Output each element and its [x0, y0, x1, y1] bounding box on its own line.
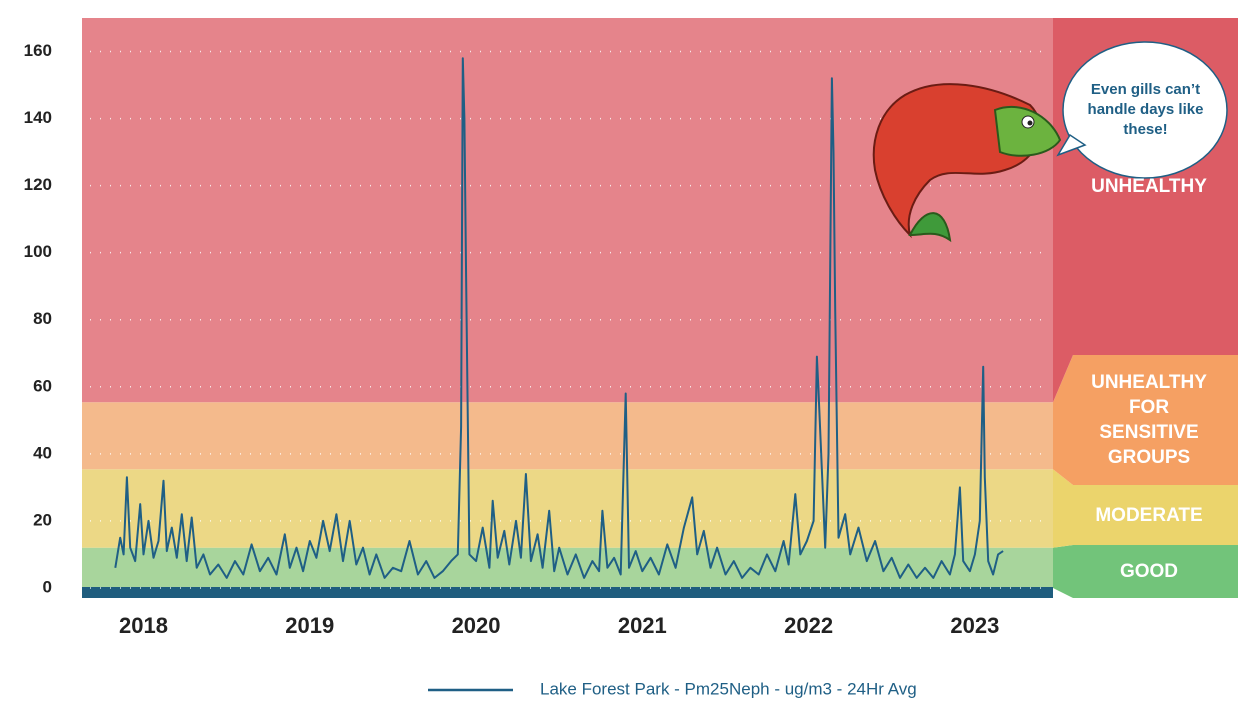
- x-tick-label: 2018: [119, 613, 168, 638]
- x-tick-label: 2021: [618, 613, 667, 638]
- band-label: MODERATE: [1095, 504, 1203, 526]
- y-tick-label: 40: [33, 443, 52, 462]
- y-tick-label: 20: [33, 510, 52, 529]
- y-tick-label: 100: [24, 242, 52, 261]
- grid: 0 20 40 60 80 100 120 140 160 2018 2019 2020 2021 202…: [24, 41, 1045, 638]
- y-tick-label: 60: [33, 376, 52, 395]
- y-tick-label: 80: [33, 309, 52, 328]
- data-line: [114, 57, 1004, 579]
- plot: [114, 57, 1004, 579]
- x-tick-label: 2022: [784, 613, 833, 638]
- fish: [872, 83, 1062, 243]
- panel-block: [1053, 545, 1238, 598]
- speech-text: Even gills can’t handle days like these!: [1087, 81, 1204, 138]
- x-tick-label: 2020: [452, 613, 501, 638]
- legend-label: Lake Forest Park - Pm25Neph - ug/m3 - 24…: [540, 679, 917, 698]
- aqi-band: [82, 469, 1053, 548]
- panel-block: [1053, 469, 1238, 548]
- y-tick-label: 120: [24, 175, 52, 194]
- x-tick-label: 2019: [285, 613, 334, 638]
- band-label: GOOD: [1119, 561, 1179, 582]
- speech-bubble: [1056, 41, 1228, 179]
- y-tick-label: 160: [24, 41, 52, 60]
- aqi-band: [82, 402, 1053, 470]
- baseline-strip: [82, 587, 1053, 598]
- y-tick-label: 0: [43, 577, 52, 596]
- band-label: UNHEALTHY: [1091, 176, 1207, 197]
- panel-block: [1053, 355, 1238, 485]
- y-tick-label: 140: [24, 108, 52, 127]
- x-tick-label: 2023: [950, 613, 999, 638]
- band-label: UNHEALTHY FOR SENSITIVE GROUPS: [1091, 372, 1207, 468]
- aqi-band: [82, 547, 1053, 588]
